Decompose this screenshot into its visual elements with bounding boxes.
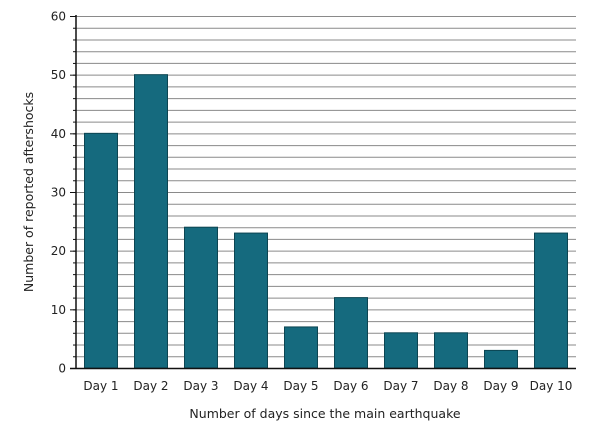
y-tick-label: 50 [51, 68, 66, 82]
x-tick-label: Day 9 [483, 379, 518, 393]
bar [384, 332, 418, 369]
bar [484, 349, 518, 369]
y-tick-label: 0 [58, 362, 66, 376]
y-tick-label: 60 [51, 10, 66, 24]
x-tick-label: Day 2 [133, 379, 168, 393]
bars [84, 74, 568, 369]
axes [70, 15, 576, 370]
x-tick-label: Day 4 [233, 379, 268, 393]
bar [534, 232, 568, 369]
x-tick-label: Day 1 [83, 379, 118, 393]
y-tick-label: 20 [51, 244, 66, 258]
bar [134, 74, 168, 369]
bar [434, 332, 468, 369]
bar [234, 232, 268, 369]
y-axis-label: Number of reported aftershocks [21, 92, 36, 292]
y-tick-labels: 0 10 20 30 40 50 60 [51, 10, 66, 376]
bar [334, 297, 368, 369]
y-tick-label: 10 [51, 303, 66, 317]
x-tick-labels: Day 1 Day 2 Day 3 Day 4 Day 5 Day 6 Day 7 Day 8… [83, 379, 572, 393]
x-tick-label: Day 7 [383, 379, 418, 393]
x-axis-label: Number of days since the main earthquake [189, 406, 460, 421]
bar [84, 132, 118, 369]
bar [284, 326, 318, 369]
bar [184, 226, 218, 369]
x-tick-label: Day 8 [433, 379, 468, 393]
y-tick-label: 40 [51, 127, 66, 141]
x-tick-label: Day 10 [530, 379, 573, 393]
x-tick-label: Day 6 [333, 379, 368, 393]
y-tick-label: 30 [51, 186, 66, 200]
x-tick-label: Day 3 [183, 379, 218, 393]
x-tick-label: Day 5 [283, 379, 318, 393]
